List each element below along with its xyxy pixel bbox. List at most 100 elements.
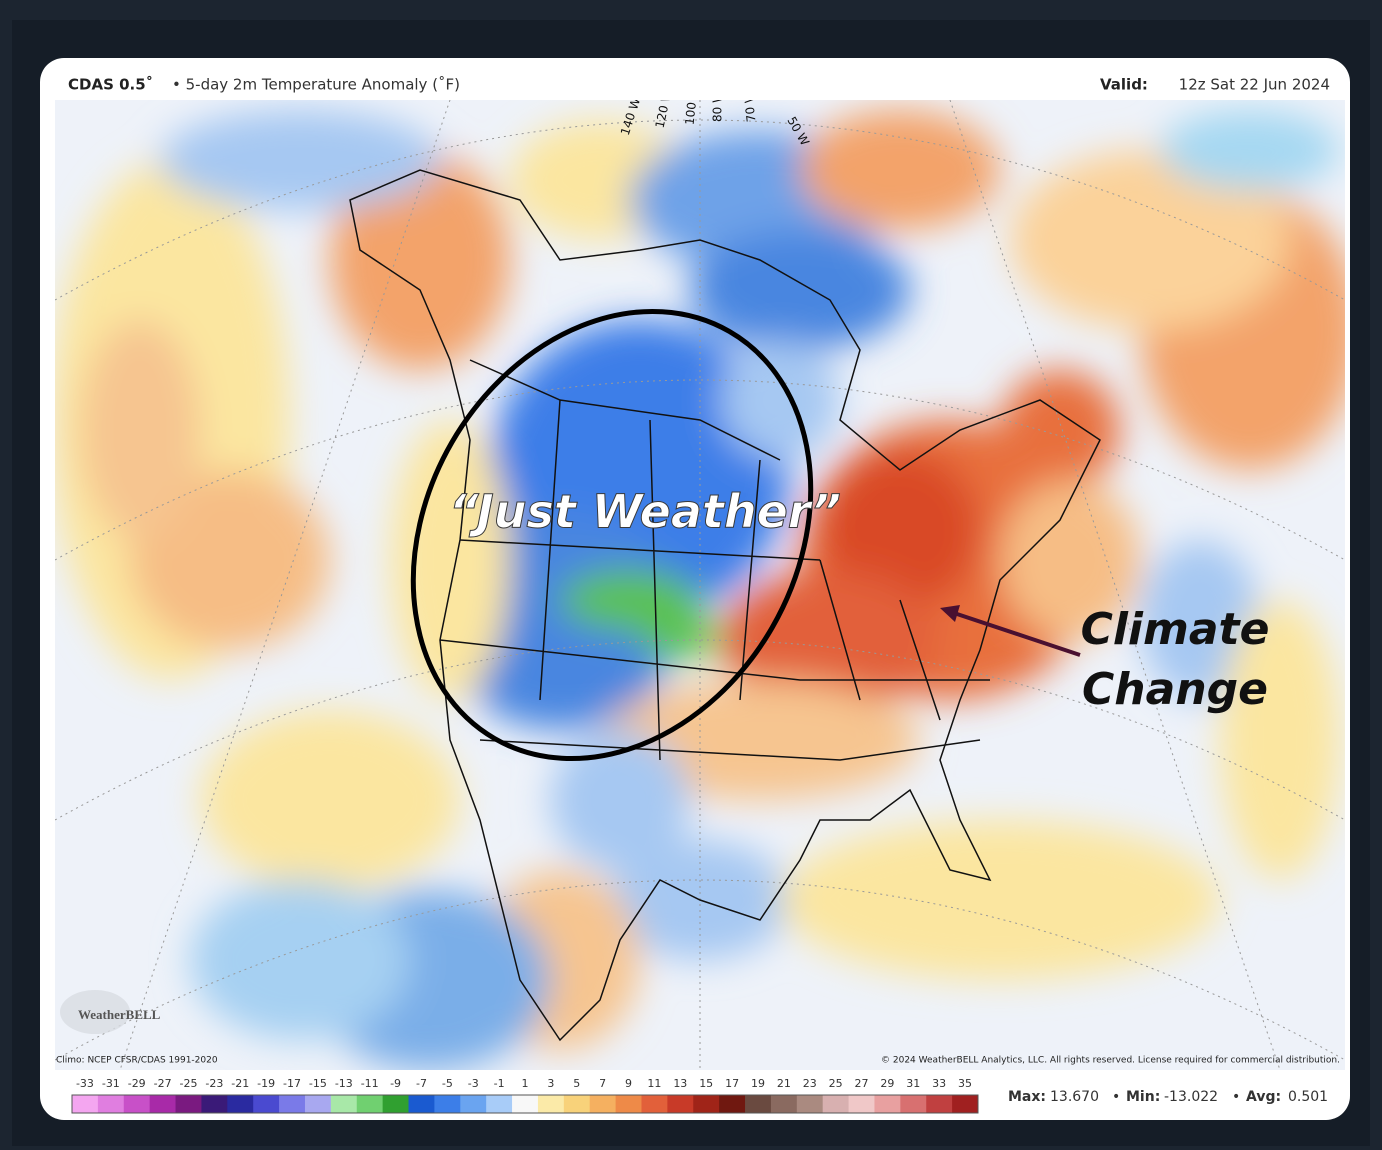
colorbar-segment [770,1095,798,1113]
highlight-ellipse [410,308,814,762]
description: • 5-day 2m Temperature Anomaly (˚F) [172,76,460,94]
map: 140 W 120 W 100 W 80 W 70 W 50 W “Just W… [55,86,1345,1070]
stat-label: Avg: [1246,1089,1281,1105]
colorbar-segment [926,1095,953,1113]
colorbar-segment [641,1095,668,1113]
climo-credit: Climo: NCEP CFSR/CDAS 1991-2020 [56,1056,218,1066]
colorbar-tick-label: -13 [335,1077,353,1090]
colorbar-segment [848,1095,875,1113]
colorbar-segment [563,1095,591,1113]
colorbar-segment [149,1095,177,1113]
colorbar-tick-label: -31 [102,1077,120,1090]
colorbar-segment [952,1095,979,1113]
colorbar-segment [693,1095,720,1113]
colorbar-tick-label: -19 [257,1077,275,1090]
colorbar-segment [486,1095,513,1113]
longitude-label: 80 W [711,91,725,122]
colorbar-segment [382,1095,410,1113]
colorbar-segment [745,1095,772,1113]
colorbar-segment [667,1095,694,1113]
colorbar-tick-label: -29 [128,1077,146,1090]
colorbar-tick-label: 25 [829,1077,843,1090]
stat-value: -13.022 [1164,1089,1218,1105]
logo: WeatherBELL [78,1007,161,1022]
separator: • [1112,1089,1120,1105]
colorbar-tick-label: 35 [958,1077,972,1090]
arrow [944,608,1081,657]
copyright: © 2024 WeatherBELL Analytics, LLC. All r… [881,1056,1340,1066]
colorbar-segment [822,1095,850,1113]
colorbar-tick-label: 15 [699,1077,713,1090]
colorbar-segment [330,1095,358,1113]
colorbar-tick-label: 11 [647,1077,661,1090]
colorbar-segment [512,1095,539,1113]
colorbar-segment [227,1095,254,1113]
annotation-east: Climate [1081,604,1270,655]
colorbar-tick-label: 23 [803,1077,817,1090]
colorbar-tick-label: 27 [855,1077,869,1090]
colorbar-tick-label: 29 [880,1077,894,1090]
colorbar-segment [460,1095,487,1113]
colorbar-tick-label: -9 [390,1077,401,1090]
colorbar-tick-label: -5 [442,1077,453,1090]
colorbar-tick-label: -7 [416,1077,427,1090]
colorbar-tick-label: -1 [494,1077,505,1090]
annotation-east: Change [1082,664,1268,715]
colorbar-segment [175,1095,202,1113]
product: CDAS 0.5˚ [68,76,153,94]
colorbar-tick-label: -25 [180,1077,198,1090]
colorbar-segment [874,1095,901,1113]
colorbar-segment [356,1095,384,1113]
colorbar-tick-label: -33 [76,1077,94,1090]
colorbar-segment [408,1095,435,1113]
colorbar-segment [615,1095,642,1113]
colorbar-segment [201,1095,228,1113]
colorbar-tick-label: 19 [751,1077,765,1090]
colorbar-tick-label: 17 [725,1077,739,1090]
colorbar-segment [97,1095,125,1113]
stat-value: 0.501 [1288,1089,1328,1105]
stats: Max: 13.670 • Min: -13.022 • Avg: 0.501 [1008,1089,1328,1105]
colorbar-tick-label: 7 [599,1077,606,1090]
colorbar-border [71,1094,979,1114]
colorbar-segment [434,1095,461,1113]
colorbar-tick-label: 1 [522,1077,529,1090]
colorbar-segment [900,1095,927,1113]
arrow-head [940,605,960,622]
colorbar-tick-label: -21 [231,1077,249,1090]
colorbar-segment [123,1095,151,1113]
colorbar-segment [537,1095,565,1113]
colorbar-tick-label: -17 [283,1077,301,1090]
longitude-label: 70 W [741,90,758,122]
colorbar-segment [72,1095,99,1113]
colorbar-segment [304,1095,332,1113]
colorbar-tick-label: -15 [309,1077,327,1090]
stat-label: Max: [1008,1089,1046,1105]
stat-value: 13.670 [1050,1089,1099,1105]
colorbar: -33 -31 -29 -27 -25 -23 -21 -19 -17 -15 -13 -11 -9 -7… [71,1077,979,1114]
colorbar-tick-label: -3 [468,1077,479,1090]
colorbar-segment [279,1095,306,1113]
colorbar-tick-label: 33 [932,1077,946,1090]
colorbar-tick-label: -23 [205,1077,223,1090]
colorbar-segment [589,1095,617,1113]
colorbar-tick-label: 9 [625,1077,632,1090]
colorbar-segment [796,1095,824,1113]
colorbar-tick-label: 21 [777,1077,791,1090]
colorbar-tick-label: 13 [673,1077,687,1090]
colorbar-segment [253,1095,280,1113]
colorbar-tick-label: 5 [573,1077,580,1090]
colorbar-segment [719,1095,746,1113]
colorbar-tick-label: 3 [547,1077,554,1090]
colorbar-tick-label: -27 [154,1077,172,1090]
annotation-west: “Just Weather” [449,485,841,539]
logo-swirl [60,990,130,1034]
valid-time: 12z Sat 22 Jun 2024 [1179,76,1330,94]
colorbar-tick-label: 31 [906,1077,920,1090]
longitude-label: 100 W [683,86,701,126]
stat-label: Min: [1126,1089,1160,1105]
valid-label: Valid: [1100,76,1148,94]
colorbar-tick-label: -11 [361,1077,379,1090]
